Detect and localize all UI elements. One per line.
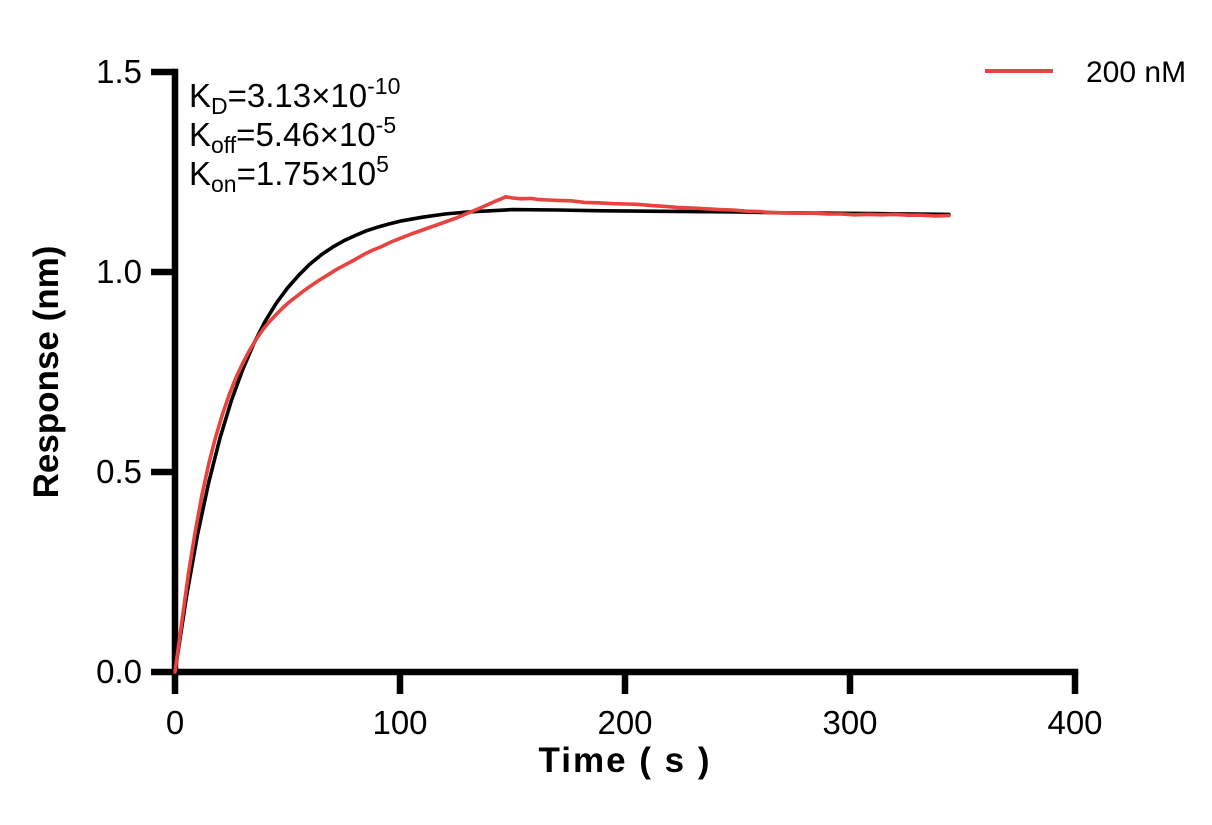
y-tick-label: 1.0: [96, 253, 142, 290]
y-axis-title: Response (nm): [27, 246, 66, 499]
kinetics-annotation: KD=3.13×10-10: [189, 73, 400, 119]
y-tick-label: 0.5: [96, 453, 142, 490]
x-tick-label: 100: [372, 704, 427, 741]
y-tick-labels: 0.0 0.5 1.0 1.5: [96, 53, 142, 690]
series-curves: [173, 195, 951, 674]
kinetics-annotation: Kon=1.75×105: [189, 151, 389, 197]
kinetics-annotation: Koff=5.46×10-5: [189, 112, 396, 158]
legend-label: 200 nM: [1086, 56, 1186, 89]
x-axis-title: Time ( s ): [538, 741, 711, 780]
x-tick-label: 0: [166, 704, 184, 741]
x-tick-labels: 0 100 200 300 400: [166, 704, 1103, 741]
axes: [151, 68, 1079, 694]
x-tick-label: 200: [597, 704, 652, 741]
series-line-fit: [173, 207, 951, 674]
y-tick-label: 0.0: [96, 653, 142, 690]
legend: 200 nM: [985, 56, 1186, 89]
x-tick-label: 300: [822, 704, 877, 741]
series-line-measured: [173, 195, 951, 674]
x-tick-label: 400: [1047, 704, 1102, 741]
y-tick-label: 1.5: [96, 53, 142, 90]
